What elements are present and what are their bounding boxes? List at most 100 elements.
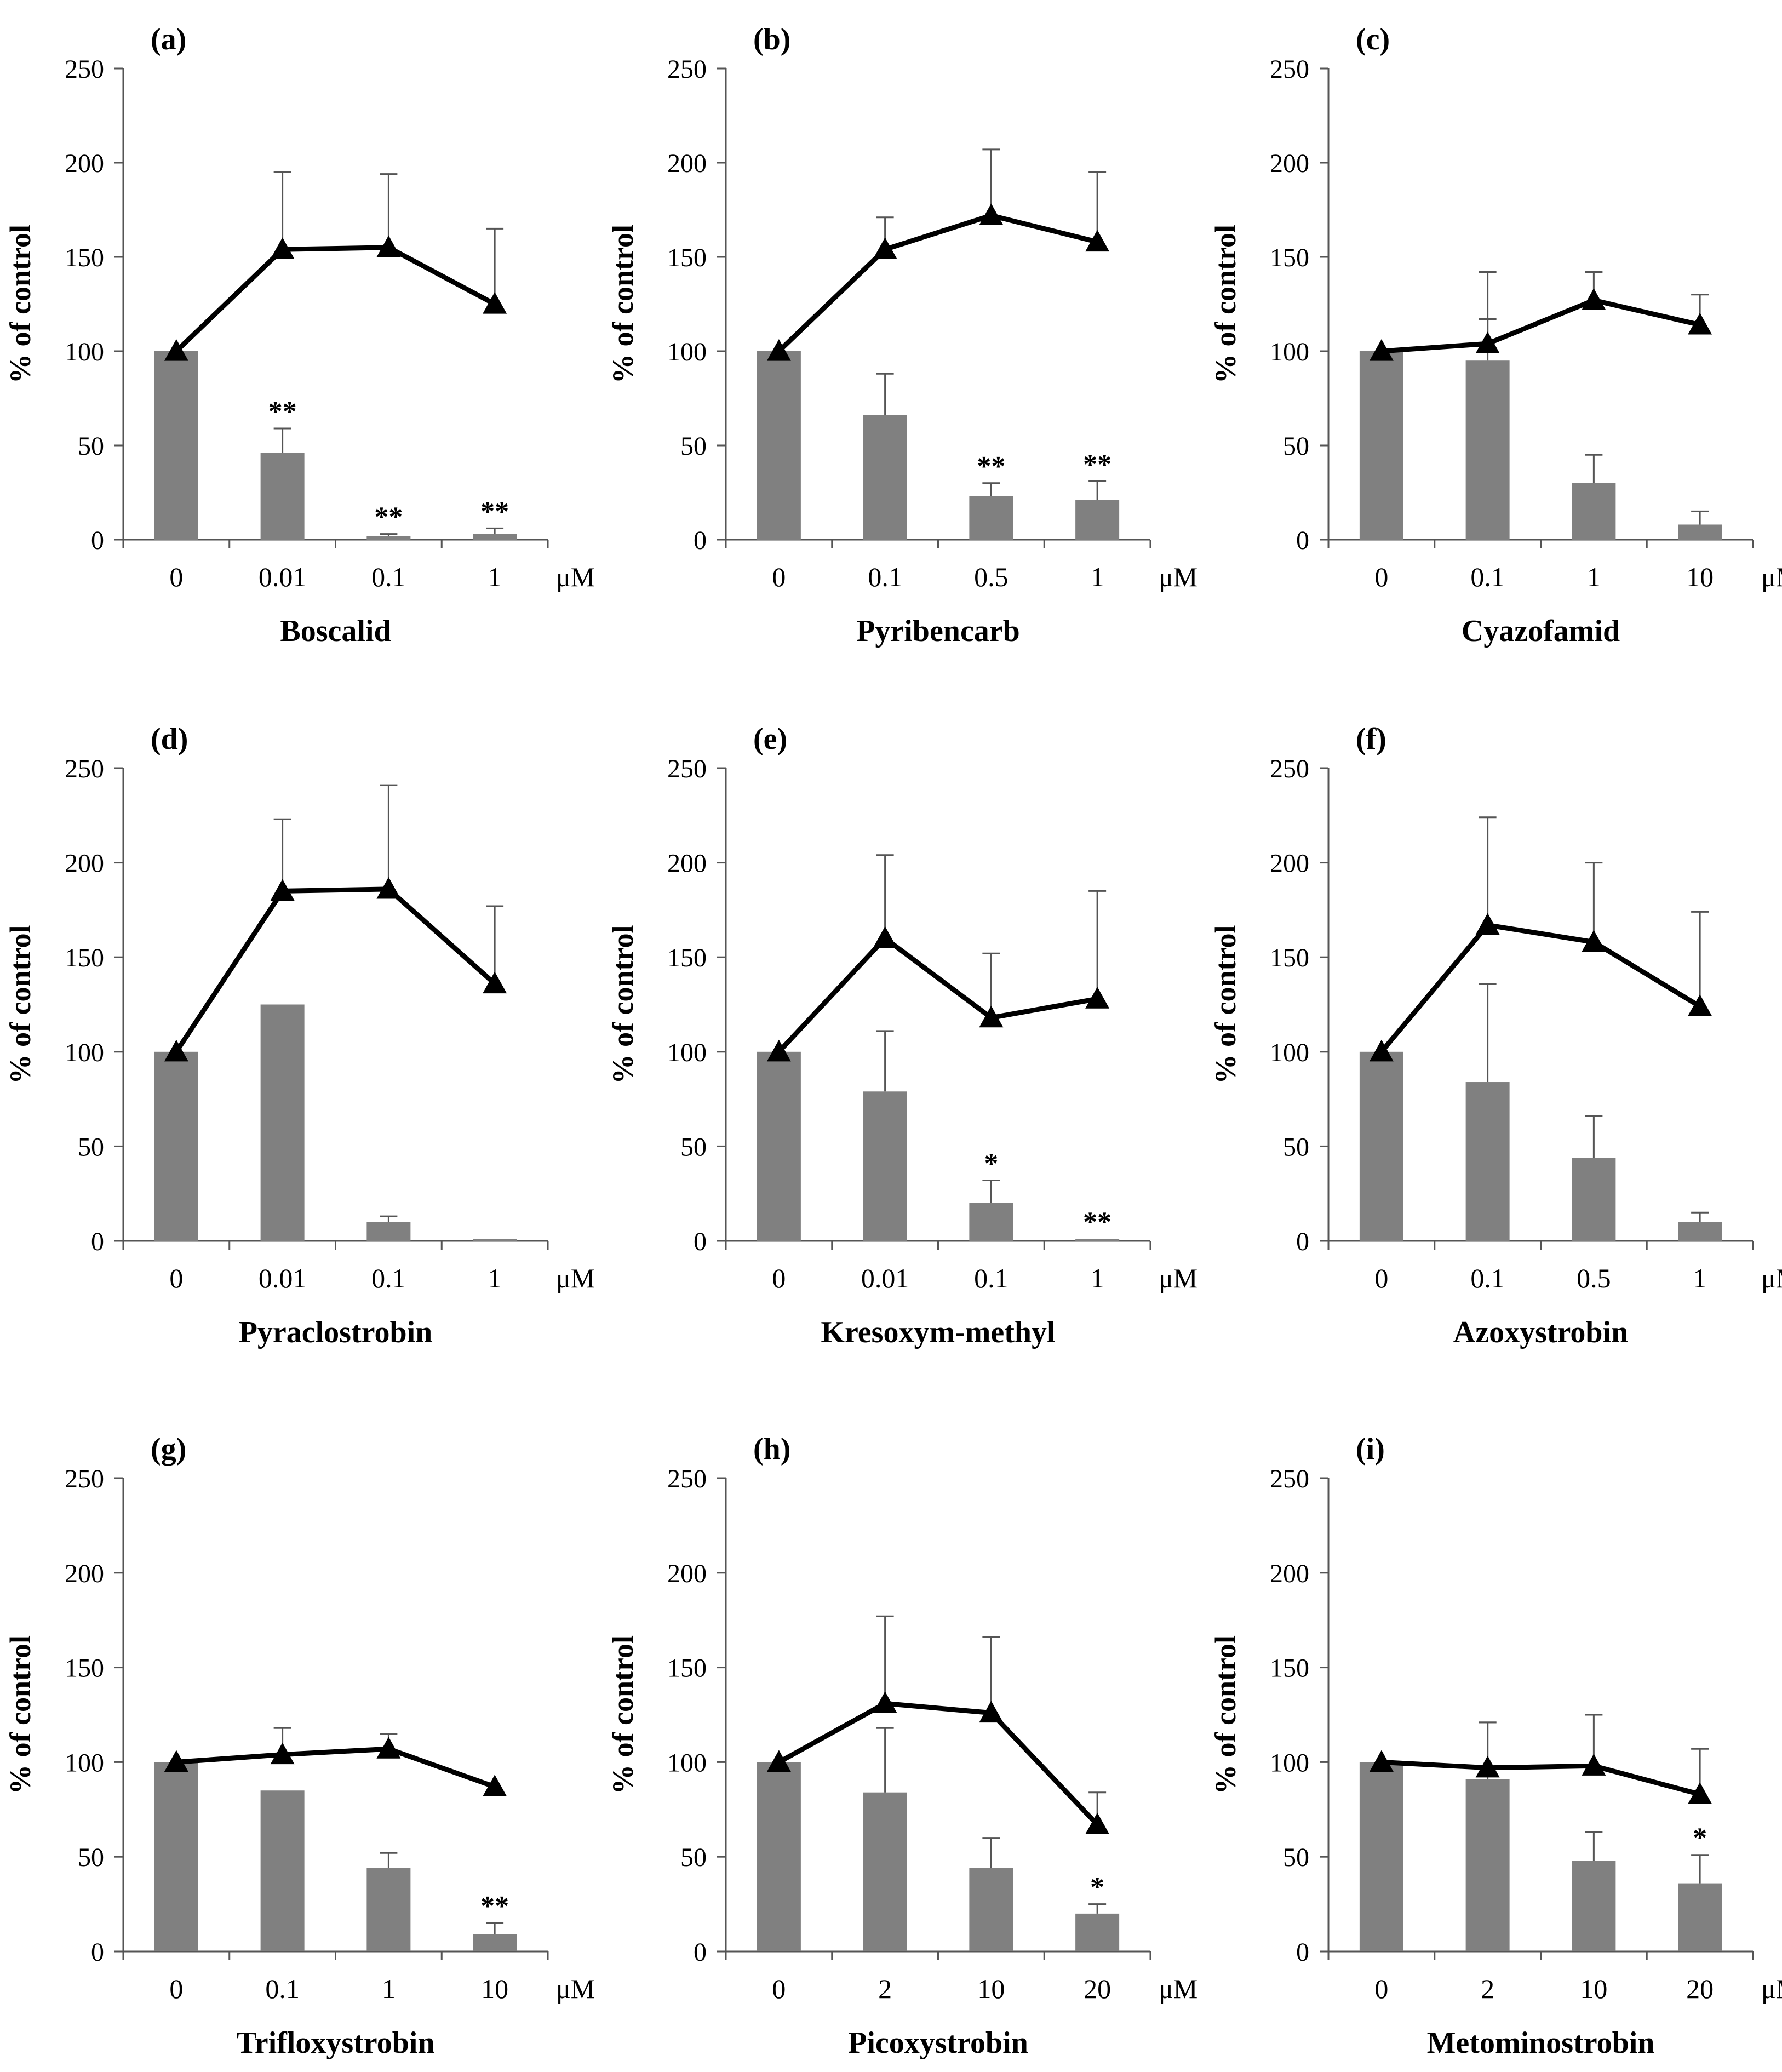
bar bbox=[969, 496, 1013, 540]
line-point bbox=[376, 235, 401, 257]
y-tick-label: 100 bbox=[65, 337, 104, 367]
y-tick-label: 50 bbox=[78, 1132, 104, 1161]
chart-title: Picoxystrobin bbox=[848, 2026, 1028, 2060]
bar bbox=[366, 1222, 411, 1241]
panel-g: 0 50 100 150 200 250 0 0.1 1 10 μM (g) Trifloxystrob… bbox=[4, 1432, 595, 2060]
x-tick-label: 1 bbox=[1091, 562, 1104, 592]
y-tick-label: 150 bbox=[667, 943, 707, 972]
y-tick-label: 100 bbox=[667, 337, 707, 367]
line-point bbox=[164, 1750, 188, 1772]
panel-label: (g) bbox=[151, 1432, 186, 1466]
y-axis-label: % of control bbox=[606, 1635, 639, 1794]
line-point bbox=[1369, 1750, 1394, 1772]
line-point bbox=[1475, 1755, 1500, 1778]
y-tick-label: 0 bbox=[1296, 526, 1309, 555]
line-point bbox=[376, 877, 401, 899]
significance-marker: * bbox=[1693, 1823, 1707, 1854]
y-tick-label: 0 bbox=[694, 1227, 707, 1256]
unit-label: μM bbox=[556, 562, 595, 592]
x-tick-label: 20 bbox=[1686, 1973, 1714, 2004]
bar bbox=[260, 1790, 305, 1951]
y-tick-label: 250 bbox=[65, 1464, 104, 1493]
panel-label: (e) bbox=[753, 722, 787, 756]
x-tick-label: 2 bbox=[878, 1973, 892, 2004]
chart-title: Kresoxym-methyl bbox=[821, 1315, 1055, 1349]
chart-title: Pyraclostrobin bbox=[239, 1315, 433, 1349]
bar bbox=[757, 351, 801, 540]
unit-label: μM bbox=[1761, 1973, 1782, 2004]
line-point bbox=[1369, 1039, 1394, 1062]
bar bbox=[154, 1762, 198, 1951]
y-tick-label: 200 bbox=[1270, 849, 1309, 878]
y-tick-label: 250 bbox=[1270, 1464, 1309, 1493]
x-tick-label: 0.1 bbox=[1470, 562, 1505, 592]
panel-c: 0 50 100 150 200 250 0 0.1 1 10 μM (c) Cyazofamid % o… bbox=[1209, 22, 1782, 648]
panel-label: (c) bbox=[1356, 22, 1390, 56]
line-point bbox=[1582, 1754, 1606, 1776]
y-tick-label: 200 bbox=[667, 1559, 707, 1588]
line-point bbox=[1688, 994, 1712, 1016]
y-axis-label: % of control bbox=[606, 925, 639, 1084]
y-tick-label: 100 bbox=[65, 1748, 104, 1777]
line-point bbox=[1582, 288, 1606, 310]
x-tick-label: 1 bbox=[488, 562, 502, 592]
y-tick-label: 250 bbox=[1270, 754, 1309, 783]
x-tick-label: 0 bbox=[772, 1973, 786, 2004]
y-tick-label: 150 bbox=[65, 243, 104, 272]
chart-title: Metominostrobin bbox=[1427, 2026, 1655, 2060]
line-point bbox=[483, 1775, 507, 1796]
line-point bbox=[873, 1691, 897, 1713]
x-tick-label: 10 bbox=[1580, 1973, 1607, 2004]
x-tick-label: 1 bbox=[1587, 562, 1601, 592]
bar bbox=[1075, 1913, 1120, 1951]
y-tick-label: 0 bbox=[91, 1227, 104, 1256]
bar bbox=[1572, 1158, 1616, 1241]
y-tick-label: 100 bbox=[1270, 1748, 1309, 1777]
x-tick-label: 0 bbox=[772, 1263, 786, 1293]
significance-marker: * bbox=[1090, 1872, 1104, 1903]
bar bbox=[1678, 1883, 1722, 1951]
significance-marker: ** bbox=[1083, 1207, 1111, 1238]
y-tick-label: 200 bbox=[1270, 149, 1309, 178]
y-tick-label: 0 bbox=[1296, 1227, 1309, 1256]
panel-h: 0 50 100 150 200 250 0 2 10 20 μM (h) Picoxystrobin%… bbox=[606, 1432, 1197, 2060]
x-tick-label: 0 bbox=[169, 1263, 183, 1293]
y-tick-label: 0 bbox=[91, 1938, 104, 1967]
series-line bbox=[176, 1746, 496, 1789]
bar bbox=[366, 536, 411, 540]
x-tick-label: 1 bbox=[1091, 1263, 1104, 1293]
x-tick-label: 10 bbox=[481, 1973, 508, 2004]
panel-label: (a) bbox=[151, 22, 186, 56]
y-tick-label: 150 bbox=[1270, 1654, 1309, 1683]
line-point bbox=[164, 339, 188, 361]
y-tick-label: 50 bbox=[1283, 432, 1309, 461]
significance-marker: ** bbox=[977, 451, 1005, 482]
bar bbox=[863, 1792, 907, 1951]
line-point bbox=[766, 1750, 791, 1772]
y-tick-label: 150 bbox=[1270, 943, 1309, 972]
y-axis-label: % of control bbox=[1209, 1635, 1242, 1794]
bar bbox=[1678, 524, 1722, 540]
bar bbox=[1075, 500, 1120, 540]
line-point bbox=[1085, 1812, 1110, 1835]
x-tick-label: 0 bbox=[169, 1973, 183, 2004]
y-tick-label: 0 bbox=[694, 526, 707, 555]
line-point bbox=[376, 1737, 401, 1759]
line-point bbox=[270, 1742, 295, 1765]
y-tick-label: 0 bbox=[1296, 1938, 1309, 1967]
x-tick-label: 0 bbox=[169, 562, 183, 592]
bar bbox=[969, 1203, 1013, 1241]
y-axis-label: % of control bbox=[4, 925, 37, 1084]
x-tick-label: 0 bbox=[1374, 562, 1388, 592]
line-point bbox=[766, 1039, 791, 1062]
chart-title: Cyazofamid bbox=[1462, 614, 1620, 648]
bar bbox=[1359, 1762, 1403, 1951]
bar bbox=[969, 1868, 1013, 1951]
line-point bbox=[979, 203, 1004, 225]
y-tick-label: 150 bbox=[667, 1654, 707, 1683]
unit-label: μM bbox=[1159, 562, 1197, 592]
bar bbox=[1678, 1222, 1722, 1241]
line-point bbox=[1688, 312, 1712, 335]
y-tick-label: 150 bbox=[65, 1654, 104, 1683]
unit-label: μM bbox=[1159, 1973, 1197, 2004]
